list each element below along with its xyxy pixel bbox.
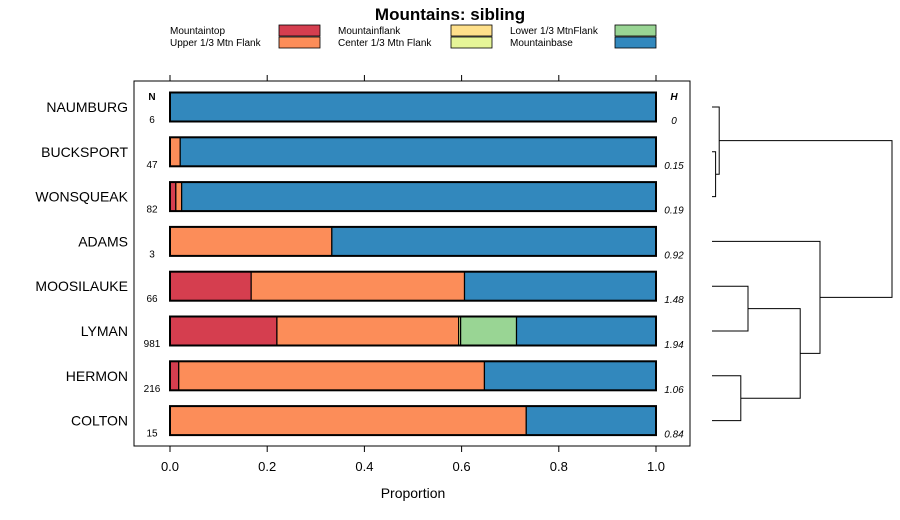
bar-outline-hermon (169, 360, 657, 392)
n-value-colton: 15 (146, 429, 158, 440)
row-bucksport: BUCKSPORT 47 0.15 (41, 136, 684, 172)
dendrogram-branch-4 (740, 308, 801, 399)
category-label-lyman: LYMAN (81, 323, 128, 339)
bar-wonsqueak-upper-1-3-mtn-flank (175, 181, 183, 212)
n-value-lyman: 981 (144, 339, 161, 350)
x-axis-title: Proportion (381, 485, 446, 501)
n-value-hermon: 216 (144, 384, 161, 395)
category-label-bucksport: BUCKSPORT (41, 144, 128, 160)
category-label-colton: COLTON (71, 413, 128, 429)
legend-swatch-center-1-3-mtn-flank (450, 36, 493, 49)
bar-adams-mountainbase (331, 226, 657, 257)
bar-outline-naumburg (169, 91, 657, 123)
legend-label-upper-1-3-mtn-flank: Upper 1/3 Mtn Flank (170, 38, 262, 49)
dendrogram-branch-3 (712, 285, 749, 332)
bar-lyman-mountainbase (515, 315, 657, 347)
n-value-naumburg: 6 (149, 115, 155, 126)
n-column-header: N (148, 92, 155, 103)
bar-colton-mountainbase (525, 405, 657, 436)
top-axis-ticks (169, 75, 657, 81)
category-label-wonsqueak: WONSQUEAK (35, 189, 128, 205)
x-tick-label-1: 0.2 (258, 459, 276, 474)
dendrogram-branch-2 (712, 375, 742, 422)
h-value-bucksport: 0.15 (664, 161, 684, 172)
h-value-wonsqueak: 0.19 (664, 206, 684, 217)
bar-rows: NAUMBURG 6 0 BUCKSPORT 47 0.15 WONSQUEAK 82 0.19… (35, 91, 684, 441)
n-value-bucksport: 47 (146, 160, 158, 171)
row-hermon: HERMON 216 1.06 (66, 360, 684, 396)
dendrogram-branch-0 (712, 151, 717, 198)
bar-lyman-upper-1-3-mtn-flank (276, 315, 460, 347)
bar-bucksport-upper-1-3-mtn-flank (169, 136, 181, 167)
n-value-moosilauke: 66 (146, 294, 158, 305)
row-colton: COLTON 15 0.84 (71, 405, 684, 441)
legend-swatch-mountainbase (614, 36, 657, 49)
legend-swatch-mountainflank (450, 24, 493, 37)
bar-adams-upper-1-3-mtn-flank (169, 226, 333, 257)
plot-frame (133, 80, 691, 447)
h-value-moosilauke: 1.48 (664, 295, 684, 306)
bar-wonsqueak-mountainbase (181, 181, 657, 212)
legend-label-lower-1-3-mtnflank: Lower 1/3 MtnFlank (510, 26, 599, 37)
x-tick-label-0: 0.0 (161, 459, 179, 474)
legend-swatch-upper-1-3-mtn-flank (278, 36, 321, 49)
row-naumburg: NAUMBURG 6 0 (46, 91, 677, 127)
bar-hermon-mountainbase (483, 360, 657, 391)
bar-bucksport-mountainbase (179, 136, 657, 167)
bar-colton-upper-1-3-mtn-flank (169, 405, 527, 436)
bar-moosilauke-mountainbase (463, 271, 657, 302)
bar-moosilauke-upper-1-3-mtn-flank (250, 271, 466, 302)
h-value-lyman: 1.94 (664, 340, 684, 351)
bar-moosilauke-mountaintop (169, 271, 252, 302)
h-value-adams: 0.92 (664, 250, 684, 261)
legend-swatch-mountaintop (278, 24, 321, 37)
row-moosilauke: MOOSILAUKE 66 1.48 (35, 270, 684, 306)
bar-naumburg-mountainbase (169, 91, 657, 123)
category-label-adams: ADAMS (78, 233, 128, 249)
bar-outline-adams (169, 225, 657, 257)
legend-label-mountainflank: Mountainflank (338, 26, 401, 37)
bar-outline-colton (169, 405, 657, 437)
row-wonsqueak: WONSQUEAK 82 0.19 (35, 181, 684, 217)
legend-label-mountaintop: Mountaintop (170, 26, 225, 37)
dendrogram-branch-6 (719, 140, 893, 298)
x-axis: 0.0 0.2 0.4 0.6 0.8 1.0 (161, 446, 665, 474)
x-tick-label-5: 1.0 (647, 459, 665, 474)
dendrogram (712, 106, 893, 422)
legend-swatch-lower-1-3-mtnflank (614, 24, 657, 37)
bar-hermon-mountaintop (169, 360, 180, 391)
dendrogram-branch-5 (712, 240, 821, 354)
bar-outline-moosilauke (169, 270, 657, 302)
x-tick-label-4: 0.8 (550, 459, 568, 474)
h-value-colton: 0.84 (664, 430, 684, 441)
category-label-hermon: HERMON (66, 368, 128, 384)
bar-lyman-lower-1-3-mtnflank (460, 315, 518, 347)
legend-label-mountainbase: Mountainbase (510, 38, 573, 49)
x-tick-label-2: 0.4 (355, 459, 373, 474)
row-lyman: LYMAN 981 1.94 (81, 315, 684, 351)
category-label-moosilauke: MOOSILAUKE (35, 278, 128, 294)
h-value-naumburg: 0 (671, 116, 677, 127)
legend-label-center-1-3-mtn-flank: Center 1/3 Mtn Flank (338, 38, 432, 49)
x-tick-label-3: 0.6 (453, 459, 471, 474)
n-value-wonsqueak: 82 (146, 205, 158, 216)
h-value-hermon: 1.06 (664, 385, 684, 396)
category-label-naumburg: NAUMBURG (46, 99, 128, 115)
bar-outline-bucksport (169, 136, 657, 168)
bar-lyman-mountaintop (169, 315, 278, 347)
bar-outline-wonsqueak (169, 181, 657, 213)
row-adams: ADAMS 3 0.92 (78, 225, 684, 261)
n-value-adams: 3 (149, 249, 155, 260)
bar-outline-lyman (169, 315, 657, 347)
bar-hermon-upper-1-3-mtn-flank (178, 360, 486, 391)
h-column-header: H (670, 92, 678, 103)
chart-title: Mountains: sibling (375, 5, 525, 24)
